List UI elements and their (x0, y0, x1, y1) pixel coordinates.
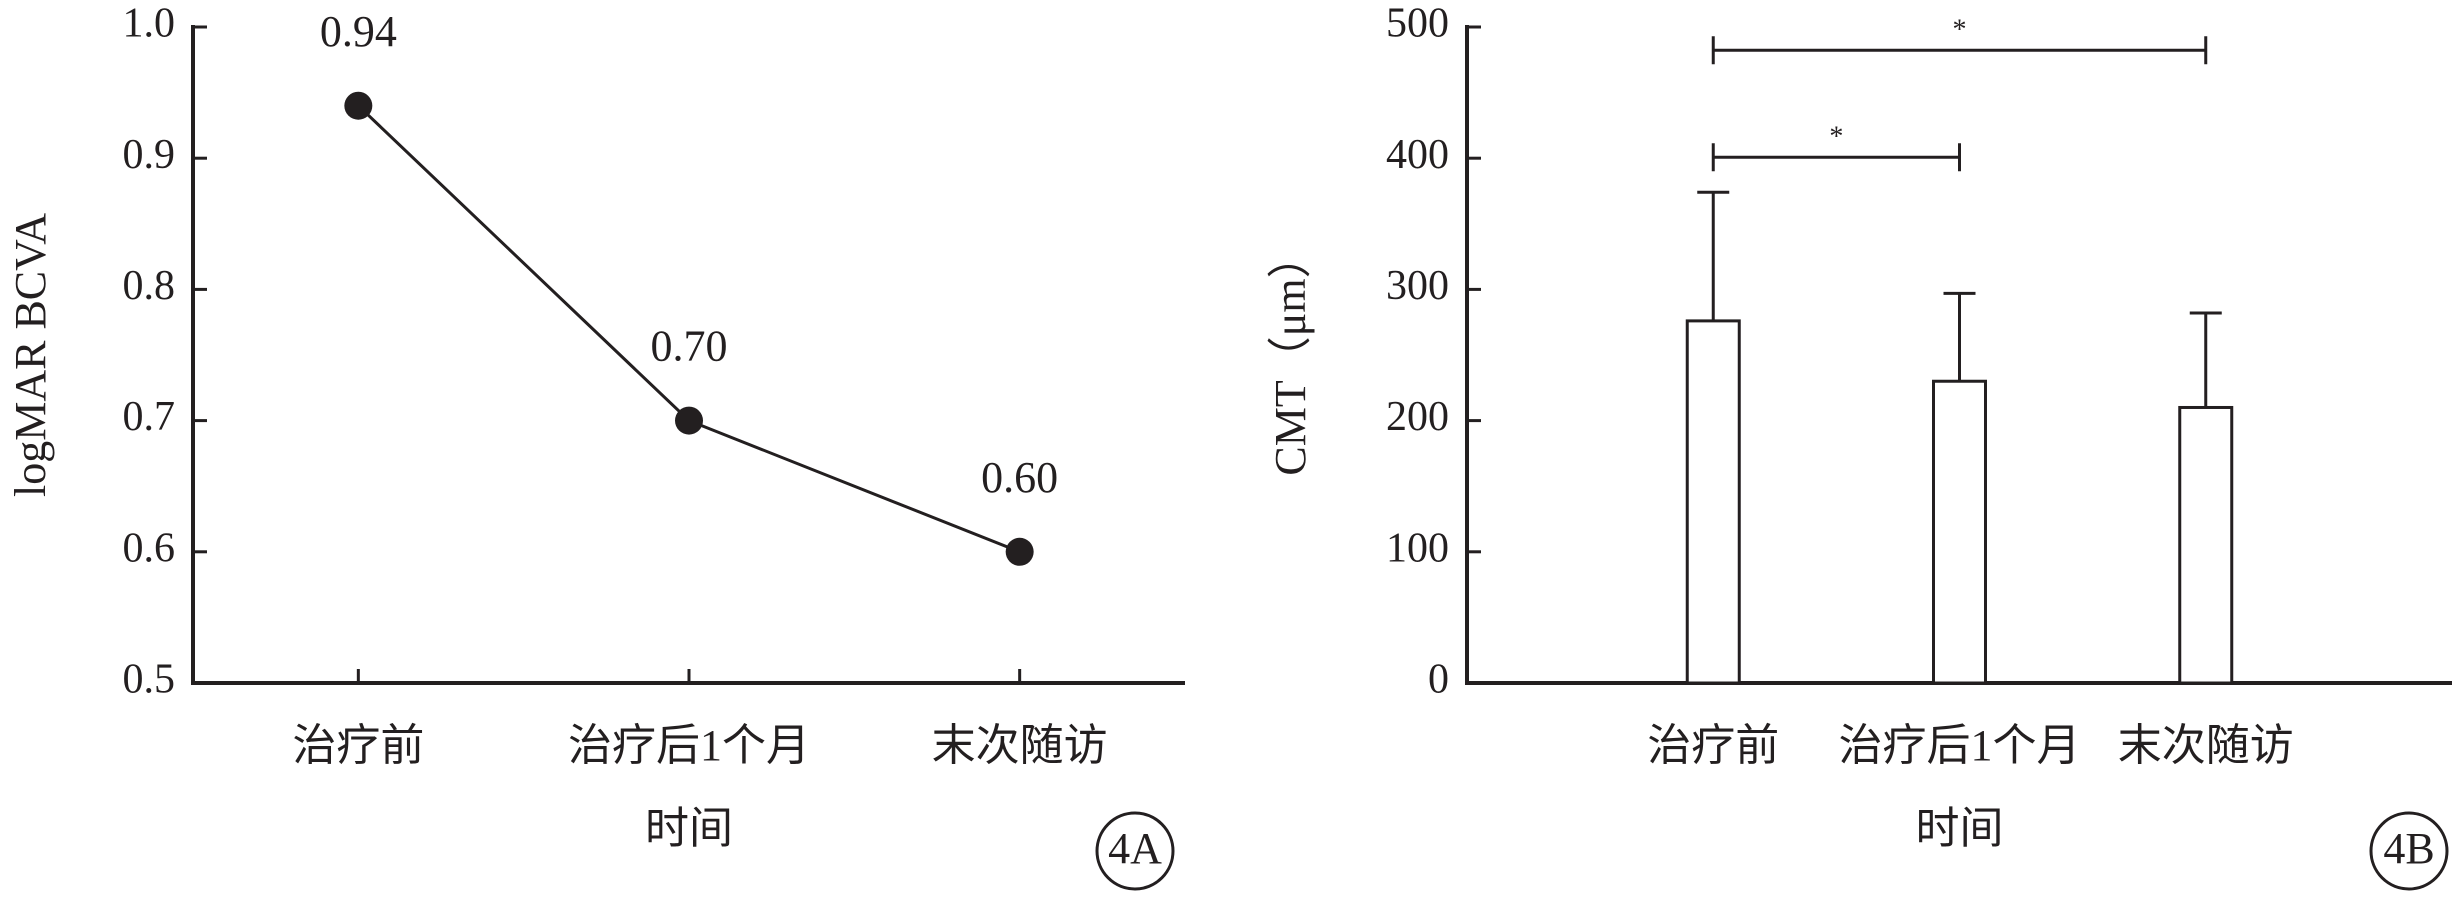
significance-label: * (1953, 15, 1967, 46)
significance-bracket (1711, 143, 1961, 172)
panel-label: 4A (1108, 824, 1162, 873)
bar (1685, 319, 1741, 685)
x-tick-label: 治疗前 (292, 721, 424, 770)
y-tick-label: 0 (1428, 657, 1449, 703)
y-tick-label: 500 (1386, 1, 1449, 47)
y-tick-label: 100 (1386, 525, 1449, 571)
y-tick-label: 0.6 (123, 525, 176, 571)
value-label: 0.60 (981, 453, 1058, 502)
bar (2178, 405, 2234, 685)
point (344, 91, 373, 120)
x-axis-label: 时间 (645, 804, 733, 853)
point (1005, 537, 1034, 566)
y-tick-label: 300 (1386, 263, 1449, 309)
significance-bracket (1711, 36, 2208, 65)
x-tick-label: 治疗后1个月 (1839, 721, 2081, 770)
y-tick-label: 0.7 (123, 394, 176, 440)
y-tick-label: 0.5 (123, 657, 176, 703)
y-tick-label: 200 (1386, 394, 1449, 440)
y-tick-label: 1.0 (123, 1, 176, 47)
value-label: 0.70 (651, 322, 728, 371)
x-tick-label: 末次随访 (932, 721, 1108, 770)
bar (1932, 379, 1987, 685)
panel-badge (1095, 811, 1175, 891)
y-tick-label: 0.8 (123, 263, 176, 309)
y-tick-label: 0.9 (123, 132, 176, 178)
y-tick-label: 400 (1386, 132, 1449, 178)
x-tick-label: 治疗后1个月 (568, 721, 810, 770)
point (675, 406, 703, 435)
x-tick-label: 治疗前 (1647, 721, 1779, 770)
panel-label: 4B (2383, 824, 2434, 873)
value-label: 0.94 (320, 7, 397, 56)
y-axis-label: CMT（μm） (1266, 234, 1315, 475)
y-axis-label: logMAR BCVA (6, 213, 55, 497)
x-tick-label: 末次随访 (2118, 721, 2294, 770)
x-axis-label: 时间 (1916, 804, 2004, 853)
panel-badge (2369, 811, 2449, 891)
significance-label: * (1829, 122, 1843, 153)
